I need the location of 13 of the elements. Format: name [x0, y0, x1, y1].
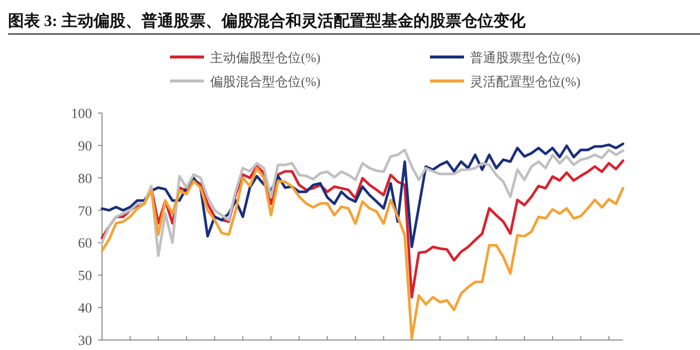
y-tick-label: 90 — [78, 139, 92, 154]
y-tick-label: 80 — [78, 172, 92, 187]
y-tick-label: 60 — [78, 236, 92, 252]
y-tick-label: 40 — [78, 302, 92, 317]
y-tick-label: 100 — [71, 107, 92, 122]
legend-label: 灵活配置型仓位(%) — [470, 74, 580, 89]
y-tick-label: 50 — [78, 269, 92, 284]
y-tick-label: 70 — [78, 204, 92, 220]
legend-label: 偏股混合型仓位(%) — [210, 74, 320, 89]
legend-label: 普通股票型仓位(%) — [470, 50, 580, 65]
y-tick-label: 30 — [78, 334, 92, 349]
chart-title: 图表 3: 主动偏股、普通股票、偏股混合和灵活配置型基金的股票仓位变化 — [8, 11, 526, 30]
legend-label: 主动偏股型仓位(%) — [210, 50, 320, 65]
